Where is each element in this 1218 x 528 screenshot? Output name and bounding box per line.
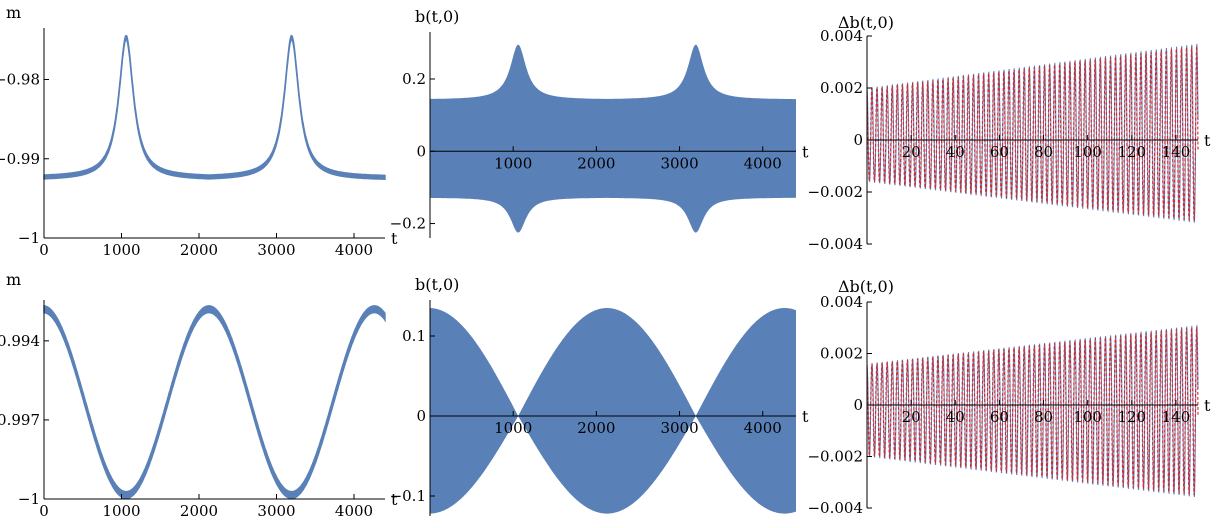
x-tick-label: 140 xyxy=(1162,408,1191,426)
x-tick-label: 3000 xyxy=(660,154,698,172)
series-band xyxy=(43,34,386,180)
y-tick-label: −0.994 xyxy=(0,332,40,350)
x-axis-label: t xyxy=(391,229,398,248)
y-axis-label: m xyxy=(6,3,21,22)
panel-db-top: 20 40 60 80 100 120 140 −0.004 −0.002 0 0.002 0.004… xyxy=(807,13,1211,253)
x-tick-label: 0 xyxy=(39,502,49,520)
x-tick-label: 40 xyxy=(946,408,965,426)
x-tick-label: 1000 xyxy=(102,241,140,259)
x-tick-label: 1000 xyxy=(494,419,532,437)
y-tick-label: 0 xyxy=(853,131,863,149)
y-tick-label: −0.2 xyxy=(390,215,426,233)
y-tick-label: 0.002 xyxy=(820,79,863,97)
x-axis-label: t xyxy=(391,490,398,509)
panel-m-top: 0 1000 2000 3000 4000 −1 −0.99 −0.98 t m xyxy=(0,3,398,259)
x-tick-label: 4000 xyxy=(335,241,373,259)
x-tick-label: 3000 xyxy=(257,241,295,259)
y-tick-label: 0.2 xyxy=(402,70,426,88)
y-tick-label: 0 xyxy=(853,396,863,414)
x-tick-label: 60 xyxy=(990,143,1009,161)
x-axis-label: t xyxy=(1204,396,1211,415)
y-tick-label: −0.002 xyxy=(807,448,863,466)
series-band xyxy=(43,304,386,500)
y-tick-label: −0.99 xyxy=(0,150,40,168)
x-tick-label: 2000 xyxy=(577,154,615,172)
x-tick-label: 80 xyxy=(1034,408,1053,426)
y-tick-label: −0.1 xyxy=(390,487,426,505)
series-analytic xyxy=(866,326,1199,496)
y-tick-label: −0.004 xyxy=(807,235,863,253)
series-envelope xyxy=(430,44,796,233)
x-tick-label: 20 xyxy=(902,408,921,426)
x-tick-label: 140 xyxy=(1162,143,1191,161)
x-tick-label: 1000 xyxy=(494,154,532,172)
x-tick-label: 100 xyxy=(1073,143,1102,161)
x-tick-label: 4000 xyxy=(744,154,782,172)
x-axis-label: t xyxy=(802,142,809,161)
x-tick-label: 20 xyxy=(902,143,921,161)
series-envelope xyxy=(430,308,796,514)
x-tick-label: 40 xyxy=(946,143,965,161)
x-tick-label: 4000 xyxy=(744,419,782,437)
x-tick-label: 80 xyxy=(1034,143,1053,161)
y-tick-label: 0.004 xyxy=(820,293,863,311)
x-tick-label: 2000 xyxy=(180,502,218,520)
series-analytic xyxy=(866,45,1199,221)
y-tick-label: 0 xyxy=(416,142,426,160)
y-tick-label: −0.002 xyxy=(807,183,863,201)
x-tick-label: 120 xyxy=(1117,408,1146,426)
y-axis-label: Δb(t,0) xyxy=(838,277,894,296)
y-axis-label: Δb(t,0) xyxy=(838,13,894,32)
x-tick-label: 2000 xyxy=(577,419,615,437)
x-axis-label: t xyxy=(1204,131,1211,150)
x-tick-label: 4000 xyxy=(335,502,373,520)
panel-db-bottom: 20 40 60 80 100 120 140 −0.004 −0.002 0 0.002 0.004… xyxy=(807,277,1211,517)
x-tick-label: 2000 xyxy=(180,241,218,259)
x-tick-label: 3000 xyxy=(257,502,295,520)
x-tick-label: 1000 xyxy=(102,502,140,520)
panel-b-top: 1000 2000 3000 4000 −0.2 0 0.2 t b(t,0) xyxy=(390,7,809,238)
x-tick-label: 100 xyxy=(1073,408,1102,426)
y-tick-label: −0.997 xyxy=(0,411,40,429)
x-tick-label: 0 xyxy=(39,241,49,259)
y-tick-label: 0.1 xyxy=(402,327,426,345)
y-axis-label: b(t,0) xyxy=(415,7,459,26)
y-tick-label: −1 xyxy=(18,229,40,247)
y-tick-label: −0.98 xyxy=(0,71,40,89)
panel-b-bottom: 1000 2000 3000 4000 −0.1 0 0.1 t b(t,0) xyxy=(390,275,809,516)
x-tick-label: 3000 xyxy=(660,419,698,437)
x-tick-label: 120 xyxy=(1117,143,1146,161)
y-axis-label: m xyxy=(6,270,21,289)
y-tick-label: −1 xyxy=(18,490,40,508)
y-tick-label: 0.004 xyxy=(820,27,863,45)
y-axis-label: b(t,0) xyxy=(415,275,459,294)
y-tick-label: 0.002 xyxy=(820,345,863,363)
panel-m-bottom: 0 1000 2000 3000 4000 −1 −0.997 −0.994 t m xyxy=(0,270,398,520)
y-tick-label: −0.004 xyxy=(807,499,863,517)
y-tick-label: 0 xyxy=(416,407,426,425)
x-axis-label: t xyxy=(802,407,809,426)
x-tick-label: 60 xyxy=(990,408,1009,426)
